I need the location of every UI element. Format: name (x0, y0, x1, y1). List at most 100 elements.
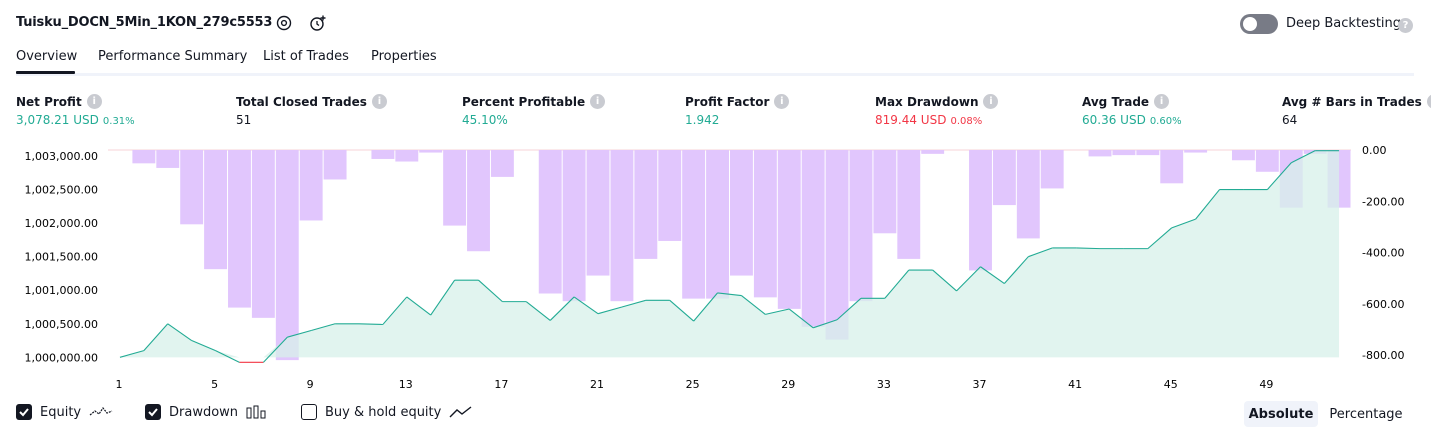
stat-percent-profitable-value: 45.10% (462, 113, 508, 127)
right-axis-tick-label: -800.00 (1362, 349, 1404, 362)
equity-drawdown-chart[interactable]: 1,003,000.00 1,002,500.00 1,002,000.00 1,00… (0, 140, 1431, 395)
drawdown-bar[interactable] (443, 150, 466, 226)
info-icon[interactable]: i (590, 94, 605, 109)
legend-drawdown[interactable]: Drawdown (145, 404, 268, 420)
settings-icon[interactable] (274, 13, 294, 33)
tab-performance-summary[interactable]: Performance Summary (98, 49, 247, 64)
drawdown-bar[interactable] (1232, 150, 1255, 160)
x-axis-tick-label: 45 (1164, 378, 1178, 391)
absolute-button[interactable]: Absolute (1244, 401, 1318, 427)
right-axis-tick-label: -200.00 (1362, 195, 1404, 208)
buy-hold-checkbox[interactable] (301, 404, 317, 420)
left-axis-tick-label: 1,003,000.00 (25, 150, 98, 163)
drawdown-bar[interactable] (873, 150, 896, 233)
drawdown-bar[interactable] (1112, 150, 1135, 155)
stat-percent-profitable-label: Percent Profitable i (462, 94, 605, 109)
x-axis-tick-label: 49 (1259, 378, 1273, 391)
info-icon[interactable]: i (1427, 94, 1431, 109)
drawdown-bar[interactable] (371, 150, 394, 159)
x-axis-tick-label: 13 (399, 378, 413, 391)
drawdown-bar[interactable] (156, 150, 179, 168)
equity-checkbox[interactable] (16, 404, 32, 420)
legend-buy-hold[interactable]: Buy & hold equity (301, 404, 473, 420)
drawdown-checkbox[interactable] (145, 404, 161, 420)
x-axis-tick-label: 17 (494, 378, 508, 391)
drawdown-bar[interactable] (300, 150, 323, 220)
drawdown-bar[interactable] (682, 150, 705, 299)
left-axis-tick-label: 1,000,500.00 (25, 318, 98, 331)
left-axis-tick-label: 1,000,000.00 (25, 351, 98, 364)
drawdown-bar[interactable] (563, 150, 586, 301)
drawdown-bar[interactable] (204, 150, 227, 269)
drawdown-bar[interactable] (610, 150, 633, 301)
drawdown-bar[interactable] (587, 150, 610, 276)
equity-legend-label: Equity (40, 405, 81, 420)
drawdown-bar[interactable] (826, 150, 849, 340)
left-axis-tick-label: 1,002,500.00 (25, 184, 98, 197)
drawdown-bar[interactable] (1136, 150, 1159, 155)
drawdown-bar[interactable] (706, 150, 729, 299)
x-axis-tick-label: 25 (686, 378, 700, 391)
drawdown-bar[interactable] (491, 150, 514, 177)
drawdown-bar[interactable] (921, 150, 944, 154)
drawdown-bar[interactable] (850, 150, 873, 301)
right-axis-tick-label: -600.00 (1362, 298, 1404, 311)
drawdown-bar[interactable] (897, 150, 920, 259)
stat-avg-bars-value: 64 (1282, 113, 1297, 127)
drawdown-bar[interactable] (539, 150, 562, 294)
info-icon[interactable]: i (87, 94, 102, 109)
percentage-button[interactable]: Percentage (1324, 401, 1408, 427)
drawdown-bar[interactable] (969, 150, 992, 270)
drawdown-bar[interactable] (1184, 150, 1207, 153)
add-alert-icon[interactable] (308, 13, 328, 33)
info-icon[interactable]: i (774, 94, 789, 109)
info-icon[interactable]: i (372, 94, 387, 109)
drawdown-bar[interactable] (324, 150, 347, 179)
drawdown-bar[interactable] (228, 150, 251, 308)
drawdown-bar[interactable] (754, 150, 777, 297)
drawdown-bar[interactable] (802, 150, 825, 327)
drawdown-bar[interactable] (778, 150, 801, 309)
trend-line-icon (449, 405, 473, 419)
drawdown-bar[interactable] (467, 150, 490, 251)
drawdown-bar[interactable] (658, 150, 681, 241)
stat-net-profit-value: 3,078.21 USD 0.31% (16, 113, 135, 127)
drawdown-bar[interactable] (1089, 150, 1112, 156)
help-icon[interactable]: ? (1398, 18, 1413, 33)
info-icon[interactable]: i (1154, 94, 1169, 109)
drawdown-bar[interactable] (634, 150, 657, 259)
equity-line-segment (1076, 248, 1100, 249)
stat-max-drawdown-value: 819.44 USD 0.08% (875, 113, 982, 127)
equity-line-icon (89, 405, 113, 419)
tab-overview[interactable]: Overview (16, 49, 77, 64)
drawdown-bar[interactable] (132, 150, 155, 163)
stat-total-closed-trades-label: Total Closed Trades i (236, 94, 387, 109)
deep-backtesting-toggle[interactable] (1240, 14, 1278, 34)
drawdown-bar[interactable] (419, 150, 442, 153)
stat-total-closed-trades-value: 51 (236, 113, 251, 127)
drawdown-bar[interactable] (993, 150, 1016, 205)
drawdown-bar[interactable] (395, 150, 418, 162)
tab-properties[interactable]: Properties (371, 49, 437, 64)
tab-list-of-trades[interactable]: List of Trades (263, 49, 349, 64)
drawdown-bar[interactable] (276, 150, 299, 360)
drawdown-bar[interactable] (1041, 150, 1064, 188)
x-axis-tick-label: 9 (307, 378, 314, 391)
drawdown-bar[interactable] (252, 150, 275, 318)
active-tab-indicator (16, 71, 75, 74)
drawdown-bar[interactable] (730, 150, 753, 276)
deep-backtesting-label: Deep Backtesting (1286, 16, 1401, 31)
drawdown-bar[interactable] (180, 150, 203, 224)
legend-equity[interactable]: Equity (16, 404, 113, 420)
drawdown-bar[interactable] (1160, 150, 1183, 183)
stat-net-profit-label: Net Profit i (16, 94, 102, 109)
x-axis-tick-label: 21 (590, 378, 604, 391)
info-icon[interactable]: i (983, 94, 998, 109)
x-axis-tick-label: 1 (115, 378, 122, 391)
strategy-title: Tuisku_DOCN_5Min_1KON_279c5553 (16, 15, 272, 30)
stat-profit-factor-label: Profit Factor i (685, 94, 789, 109)
drawdown-bar[interactable] (1256, 150, 1279, 172)
stat-avg-trade-label: Avg Trade i (1082, 94, 1169, 109)
drawdown-bar[interactable] (1017, 150, 1040, 238)
